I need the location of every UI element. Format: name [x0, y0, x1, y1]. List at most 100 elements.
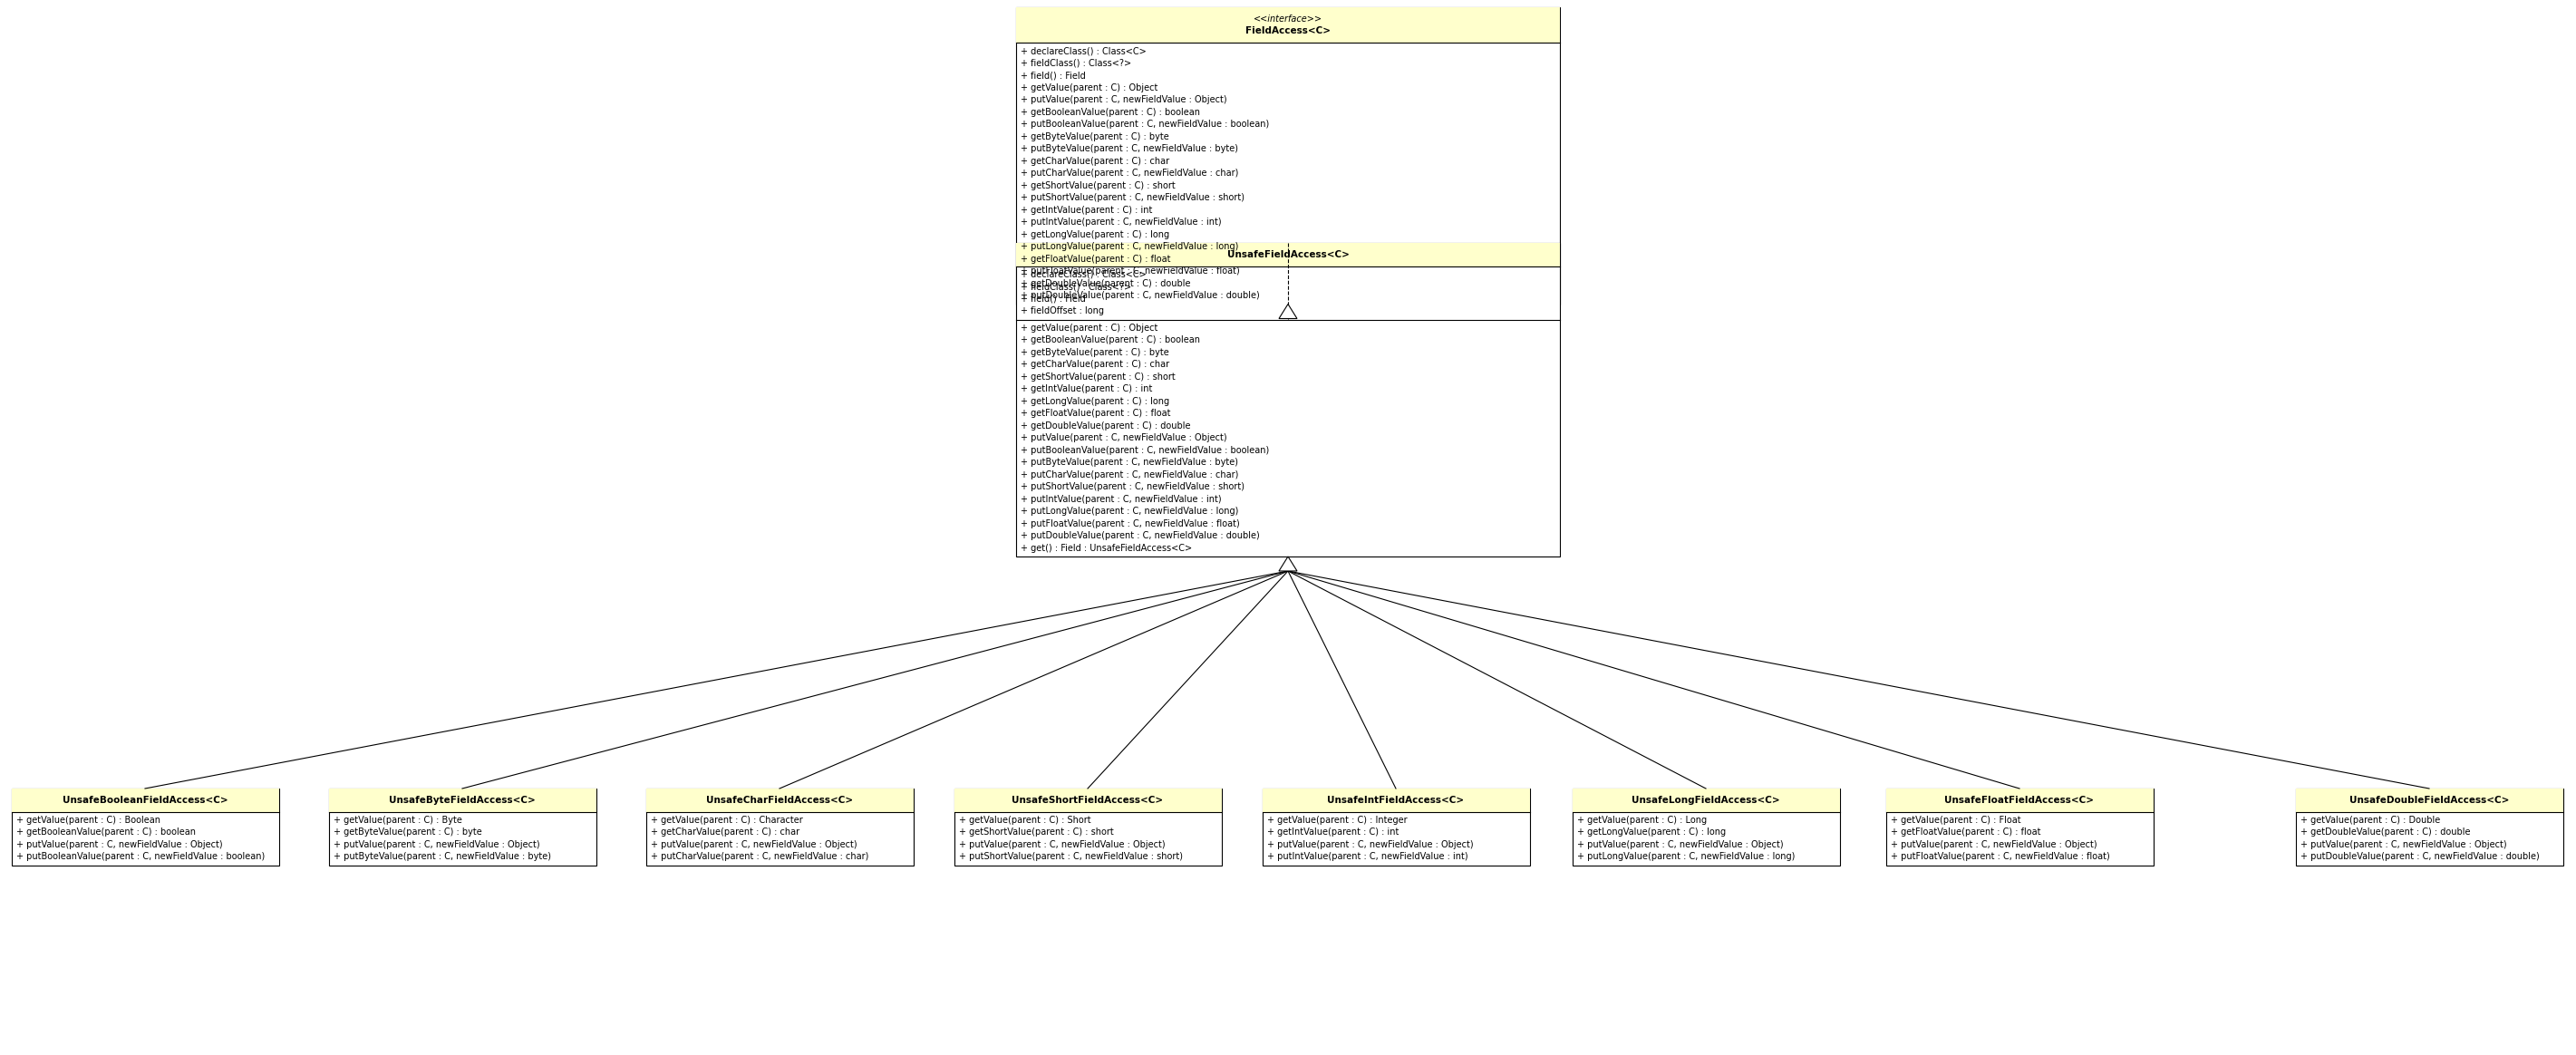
- Text: + fieldClass() : Class<?>: + fieldClass() : Class<?>: [1020, 59, 1131, 68]
- Text: + getValue(parent : C) : Byte: + getValue(parent : C) : Byte: [332, 816, 461, 825]
- Text: + putValue(parent : C, newFieldValue : Object): + putValue(parent : C, newFieldValue : O…: [1891, 840, 2097, 849]
- Text: + putShortValue(parent : C, newFieldValue : short): + putShortValue(parent : C, newFieldValu…: [1020, 193, 1244, 203]
- Text: + putFloatValue(parent : C, newFieldValue : float): + putFloatValue(parent : C, newFieldValu…: [1020, 267, 1239, 275]
- Polygon shape: [1278, 556, 1298, 571]
- Text: + getLongValue(parent : C) : long: + getLongValue(parent : C) : long: [1020, 230, 1170, 239]
- Text: + getValue(parent : C) : Boolean: + getValue(parent : C) : Boolean: [15, 816, 160, 825]
- Text: + putValue(parent : C, newFieldValue : Object): + putValue(parent : C, newFieldValue : O…: [1577, 840, 1783, 849]
- Bar: [1015, 243, 1561, 556]
- Text: + putIntValue(parent : C, newFieldValue : int): + putIntValue(parent : C, newFieldValue …: [1267, 852, 1468, 861]
- Text: + putCharValue(parent : C, newFieldValue : char): + putCharValue(parent : C, newFieldValue…: [1020, 471, 1239, 479]
- Text: + putByteValue(parent : C, newFieldValue : byte): + putByteValue(parent : C, newFieldValue…: [332, 852, 551, 861]
- Bar: [1015, 7, 1561, 42]
- Text: + putCharValue(parent : C, newFieldValue : char): + putCharValue(parent : C, newFieldValue…: [649, 852, 868, 861]
- Bar: [330, 788, 595, 811]
- Text: + getValue(parent : C) : Double: + getValue(parent : C) : Double: [2300, 816, 2439, 825]
- Text: + getByteValue(parent : C) : byte: + getByteValue(parent : C) : byte: [332, 828, 482, 837]
- Text: + putBooleanValue(parent : C, newFieldValue : boolean): + putBooleanValue(parent : C, newFieldVa…: [1020, 120, 1270, 129]
- Text: + putLongValue(parent : C, newFieldValue : long): + putLongValue(parent : C, newFieldValue…: [1020, 506, 1239, 516]
- Text: + getLongValue(parent : C) : long: + getLongValue(parent : C) : long: [1577, 828, 1726, 837]
- Text: + getLongValue(parent : C) : long: + getLongValue(parent : C) : long: [1020, 397, 1170, 406]
- Text: + getShortValue(parent : C) : short: + getShortValue(parent : C) : short: [1020, 372, 1175, 381]
- Text: + putIntValue(parent : C, newFieldValue : int): + putIntValue(parent : C, newFieldValue …: [1020, 495, 1221, 503]
- Text: + getCharValue(parent : C) : char: + getCharValue(parent : C) : char: [1020, 156, 1170, 166]
- Text: + field() : Field: + field() : Field: [1020, 71, 1084, 80]
- Text: + getIntValue(parent : C) : int: + getIntValue(parent : C) : int: [1267, 828, 1399, 837]
- Bar: [1886, 788, 2154, 811]
- Text: + getDoubleValue(parent : C) : double: + getDoubleValue(parent : C) : double: [1020, 421, 1190, 430]
- Text: + field() : Field: + field() : Field: [1020, 294, 1084, 304]
- Text: UnsafeIntFieldAccess<C>: UnsafeIntFieldAccess<C>: [1327, 795, 1463, 805]
- Text: + putShortValue(parent : C, newFieldValue : short): + putShortValue(parent : C, newFieldValu…: [1020, 482, 1244, 492]
- Bar: [1015, 7, 1561, 304]
- Text: UnsafeFloatFieldAccess<C>: UnsafeFloatFieldAccess<C>: [1945, 795, 2094, 805]
- Text: + getIntValue(parent : C) : int: + getIntValue(parent : C) : int: [1020, 384, 1151, 394]
- Text: + putDoubleValue(parent : C, newFieldValue : double): + putDoubleValue(parent : C, newFieldVal…: [2300, 852, 2540, 861]
- Bar: [1886, 788, 2154, 865]
- Text: + putValue(parent : C, newFieldValue : Object): + putValue(parent : C, newFieldValue : O…: [1267, 840, 1473, 849]
- Polygon shape: [1278, 304, 1298, 319]
- Text: UnsafeCharFieldAccess<C>: UnsafeCharFieldAccess<C>: [706, 795, 853, 805]
- Text: + getValue(parent : C) : Object: + getValue(parent : C) : Object: [1020, 323, 1157, 332]
- Text: + getShortValue(parent : C) : short: + getShortValue(parent : C) : short: [958, 828, 1113, 837]
- Text: + putShortValue(parent : C, newFieldValue : short): + putShortValue(parent : C, newFieldValu…: [958, 852, 1182, 861]
- Text: + putDoubleValue(parent : C, newFieldValue : double): + putDoubleValue(parent : C, newFieldVal…: [1020, 532, 1260, 540]
- Text: + fieldOffset : long: + fieldOffset : long: [1020, 307, 1105, 315]
- Text: + putLongValue(parent : C, newFieldValue : long): + putLongValue(parent : C, newFieldValue…: [1020, 243, 1239, 251]
- Text: + putValue(parent : C, newFieldValue : Object): + putValue(parent : C, newFieldValue : O…: [1020, 95, 1226, 104]
- Bar: [1015, 243, 1561, 266]
- Bar: [330, 788, 595, 865]
- Text: UnsafeBooleanFieldAccess<C>: UnsafeBooleanFieldAccess<C>: [62, 795, 227, 805]
- Text: + putByteValue(parent : C, newFieldValue : byte): + putByteValue(parent : C, newFieldValue…: [1020, 145, 1239, 153]
- Text: + getBooleanValue(parent : C) : boolean: + getBooleanValue(parent : C) : boolean: [1020, 108, 1200, 117]
- Text: + putFloatValue(parent : C, newFieldValue : float): + putFloatValue(parent : C, newFieldValu…: [1020, 519, 1239, 529]
- Text: + putValue(parent : C, newFieldValue : Object): + putValue(parent : C, newFieldValue : O…: [649, 840, 858, 849]
- Text: + getValue(parent : C) : Integer: + getValue(parent : C) : Integer: [1267, 816, 1406, 825]
- Text: UnsafeFieldAccess<C>: UnsafeFieldAccess<C>: [1226, 250, 1350, 258]
- Text: + getDoubleValue(parent : C) : double: + getDoubleValue(parent : C) : double: [1020, 279, 1190, 288]
- Text: + putBooleanValue(parent : C, newFieldValue : boolean): + putBooleanValue(parent : C, newFieldVa…: [1020, 445, 1270, 455]
- Text: UnsafeDoubleFieldAccess<C>: UnsafeDoubleFieldAccess<C>: [2349, 795, 2509, 805]
- Text: + getBooleanValue(parent : C) : boolean: + getBooleanValue(parent : C) : boolean: [15, 828, 196, 837]
- Text: + getDoubleValue(parent : C) : double: + getDoubleValue(parent : C) : double: [2300, 828, 2470, 837]
- Bar: [647, 788, 914, 811]
- Text: + putDoubleValue(parent : C, newFieldValue : double): + putDoubleValue(parent : C, newFieldVal…: [1020, 291, 1260, 301]
- Text: + putIntValue(parent : C, newFieldValue : int): + putIntValue(parent : C, newFieldValue …: [1020, 217, 1221, 227]
- Text: + putFloatValue(parent : C, newFieldValue : float): + putFloatValue(parent : C, newFieldValu…: [1891, 852, 2110, 861]
- Text: + getValue(parent : C) : Character: + getValue(parent : C) : Character: [649, 816, 801, 825]
- Bar: [1262, 788, 1530, 865]
- Text: + putValue(parent : C, newFieldValue : Object): + putValue(parent : C, newFieldValue : O…: [958, 840, 1164, 849]
- Text: + getCharValue(parent : C) : char: + getCharValue(parent : C) : char: [649, 828, 799, 837]
- Text: + putLongValue(parent : C, newFieldValue : long): + putLongValue(parent : C, newFieldValue…: [1577, 852, 1795, 861]
- Bar: [953, 788, 1221, 865]
- Text: UnsafeLongFieldAccess<C>: UnsafeLongFieldAccess<C>: [1631, 795, 1780, 805]
- Bar: [10, 788, 278, 811]
- Bar: [1571, 788, 1839, 865]
- Text: + putValue(parent : C, newFieldValue : Object): + putValue(parent : C, newFieldValue : O…: [15, 840, 222, 849]
- Text: + putByteValue(parent : C, newFieldValue : byte): + putByteValue(parent : C, newFieldValue…: [1020, 458, 1239, 467]
- Text: + putValue(parent : C, newFieldValue : Object): + putValue(parent : C, newFieldValue : O…: [332, 840, 538, 849]
- Text: UnsafeByteFieldAccess<C>: UnsafeByteFieldAccess<C>: [389, 795, 536, 805]
- Text: + getBooleanValue(parent : C) : boolean: + getBooleanValue(parent : C) : boolean: [1020, 335, 1200, 345]
- Text: + putValue(parent : C, newFieldValue : Object): + putValue(parent : C, newFieldValue : O…: [2300, 840, 2506, 849]
- Text: + getByteValue(parent : C) : byte: + getByteValue(parent : C) : byte: [1020, 348, 1170, 357]
- Bar: [2295, 788, 2563, 865]
- Text: + getValue(parent : C) : Object: + getValue(parent : C) : Object: [1020, 83, 1157, 92]
- Text: + declareClass() : Class<C>: + declareClass() : Class<C>: [1020, 46, 1146, 56]
- Text: + putCharValue(parent : C, newFieldValue : char): + putCharValue(parent : C, newFieldValue…: [1020, 169, 1239, 178]
- Text: + getByteValue(parent : C) : byte: + getByteValue(parent : C) : byte: [1020, 132, 1170, 141]
- Text: + getFloatValue(parent : C) : float: + getFloatValue(parent : C) : float: [1891, 828, 2040, 837]
- Text: UnsafeShortFieldAccess<C>: UnsafeShortFieldAccess<C>: [1012, 795, 1164, 805]
- Text: + getShortValue(parent : C) : short: + getShortValue(parent : C) : short: [1020, 181, 1175, 190]
- Text: + getValue(parent : C) : Long: + getValue(parent : C) : Long: [1577, 816, 1705, 825]
- Text: + get() : Field : UnsafeFieldAccess<C>: + get() : Field : UnsafeFieldAccess<C>: [1020, 543, 1193, 553]
- Text: FieldAccess<C>: FieldAccess<C>: [1244, 26, 1332, 36]
- Text: + getValue(parent : C) : Short: + getValue(parent : C) : Short: [958, 816, 1090, 825]
- Text: <<interface>>: <<interface>>: [1255, 15, 1321, 23]
- Text: + putValue(parent : C, newFieldValue : Object): + putValue(parent : C, newFieldValue : O…: [1020, 434, 1226, 442]
- Text: + getFloatValue(parent : C) : float: + getFloatValue(parent : C) : float: [1020, 254, 1170, 264]
- Bar: [953, 788, 1221, 811]
- Text: + getCharValue(parent : C) : char: + getCharValue(parent : C) : char: [1020, 360, 1170, 369]
- Bar: [647, 788, 914, 865]
- Bar: [2295, 788, 2563, 811]
